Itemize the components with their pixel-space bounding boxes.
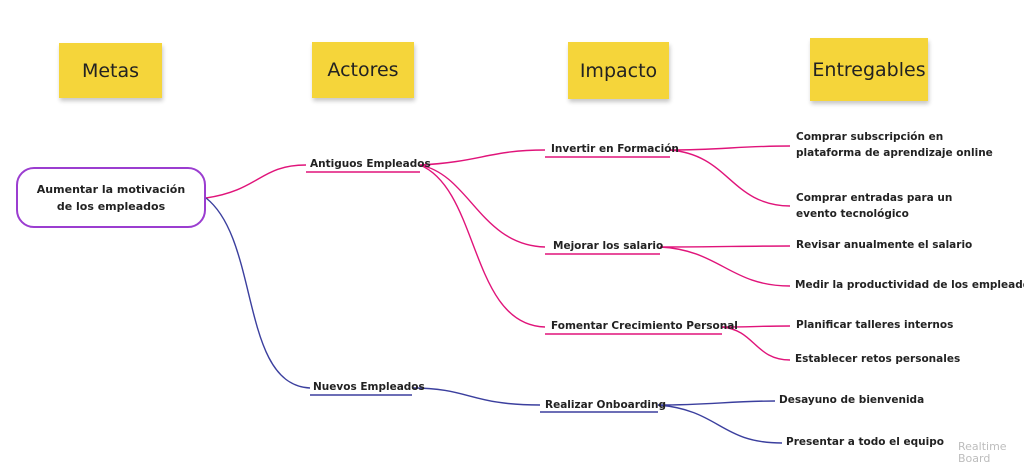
- realtimeboard-watermark: Realtime Board: [958, 441, 1007, 465]
- deliverable-review-salary[interactable]: Revisar anualmente el salario: [796, 239, 973, 251]
- link-onboarding-breakfast: [657, 400, 776, 406]
- deliverable-subscription[interactable]: Comprar subscripción en plataforma de ap…: [796, 129, 993, 161]
- column-label-impacto: Impacto: [579, 59, 658, 82]
- impact-salary[interactable]: Mejorar los salario: [553, 240, 664, 252]
- deliverable-subscription-line2: plataforma de aprendizaje online: [796, 147, 993, 159]
- deliverable-tickets[interactable]: Comprar entradas para un evento tecnológ…: [796, 190, 952, 222]
- goal-text-line1: Aumentar la motivación: [36, 182, 186, 196]
- impact-growth[interactable]: Fomentar Crecimiento Personal: [551, 320, 738, 332]
- sticky-metas: Metas: [59, 43, 162, 98]
- goal-text-line2: de los empleados: [56, 199, 166, 213]
- sticky-actores: Actores: [312, 42, 414, 98]
- deliverable-subscription-line1: Comprar subscripción en: [796, 131, 944, 143]
- deliverable-measure-productivity[interactable]: Medir la productividad de los empleados: [795, 279, 1024, 291]
- watermark-line2: Board: [958, 452, 991, 465]
- column-label-entregables: Entregables: [812, 58, 926, 81]
- link-goal-old-actors: [205, 164, 307, 199]
- link-training-tickets: [669, 149, 791, 207]
- link-training-subscription: [669, 145, 791, 151]
- watermark-line1: Realtime: [958, 440, 1007, 453]
- link-old-training: [419, 149, 546, 166]
- sticky-entregables: Entregables: [810, 38, 928, 101]
- sticky-impacto: Impacto: [568, 42, 669, 99]
- deliverable-tickets-line1: Comprar entradas para un: [796, 192, 953, 204]
- link-old-growth: [419, 164, 546, 328]
- deliverable-workshops[interactable]: Planificar talleres internos: [796, 319, 954, 331]
- deliverable-tickets-line2: evento tecnológico: [796, 208, 909, 220]
- deliverable-present-team[interactable]: Presentar a todo el equipo: [786, 436, 944, 448]
- actor-new-employees[interactable]: Nuevos Empleados: [313, 381, 425, 393]
- deliverable-challenges[interactable]: Establecer retos personales: [795, 353, 961, 365]
- goal-node[interactable]: Aumentar la motivación de los empleados: [16, 167, 206, 228]
- impact-training[interactable]: Invertir en Formación: [551, 143, 679, 155]
- actor-old-employees[interactable]: Antiguos Empleados: [310, 158, 431, 170]
- link-goal-new-actors: [205, 197, 311, 389]
- link-salary-measure: [659, 246, 791, 287]
- column-label-metas: Metas: [81, 59, 140, 82]
- link-old-salary: [419, 164, 546, 248]
- impact-onboarding[interactable]: Realizar Onboarding: [545, 399, 667, 411]
- column-label-actores: Actores: [327, 59, 399, 81]
- link-new-onboarding: [411, 387, 541, 406]
- link-onboarding-present: [657, 404, 783, 444]
- link-growth-workshops: [721, 325, 791, 328]
- deliverable-breakfast[interactable]: Desayuno de bienvenida: [779, 394, 925, 406]
- link-salary-review: [659, 245, 791, 248]
- link-growth-challenges: [721, 326, 791, 361]
